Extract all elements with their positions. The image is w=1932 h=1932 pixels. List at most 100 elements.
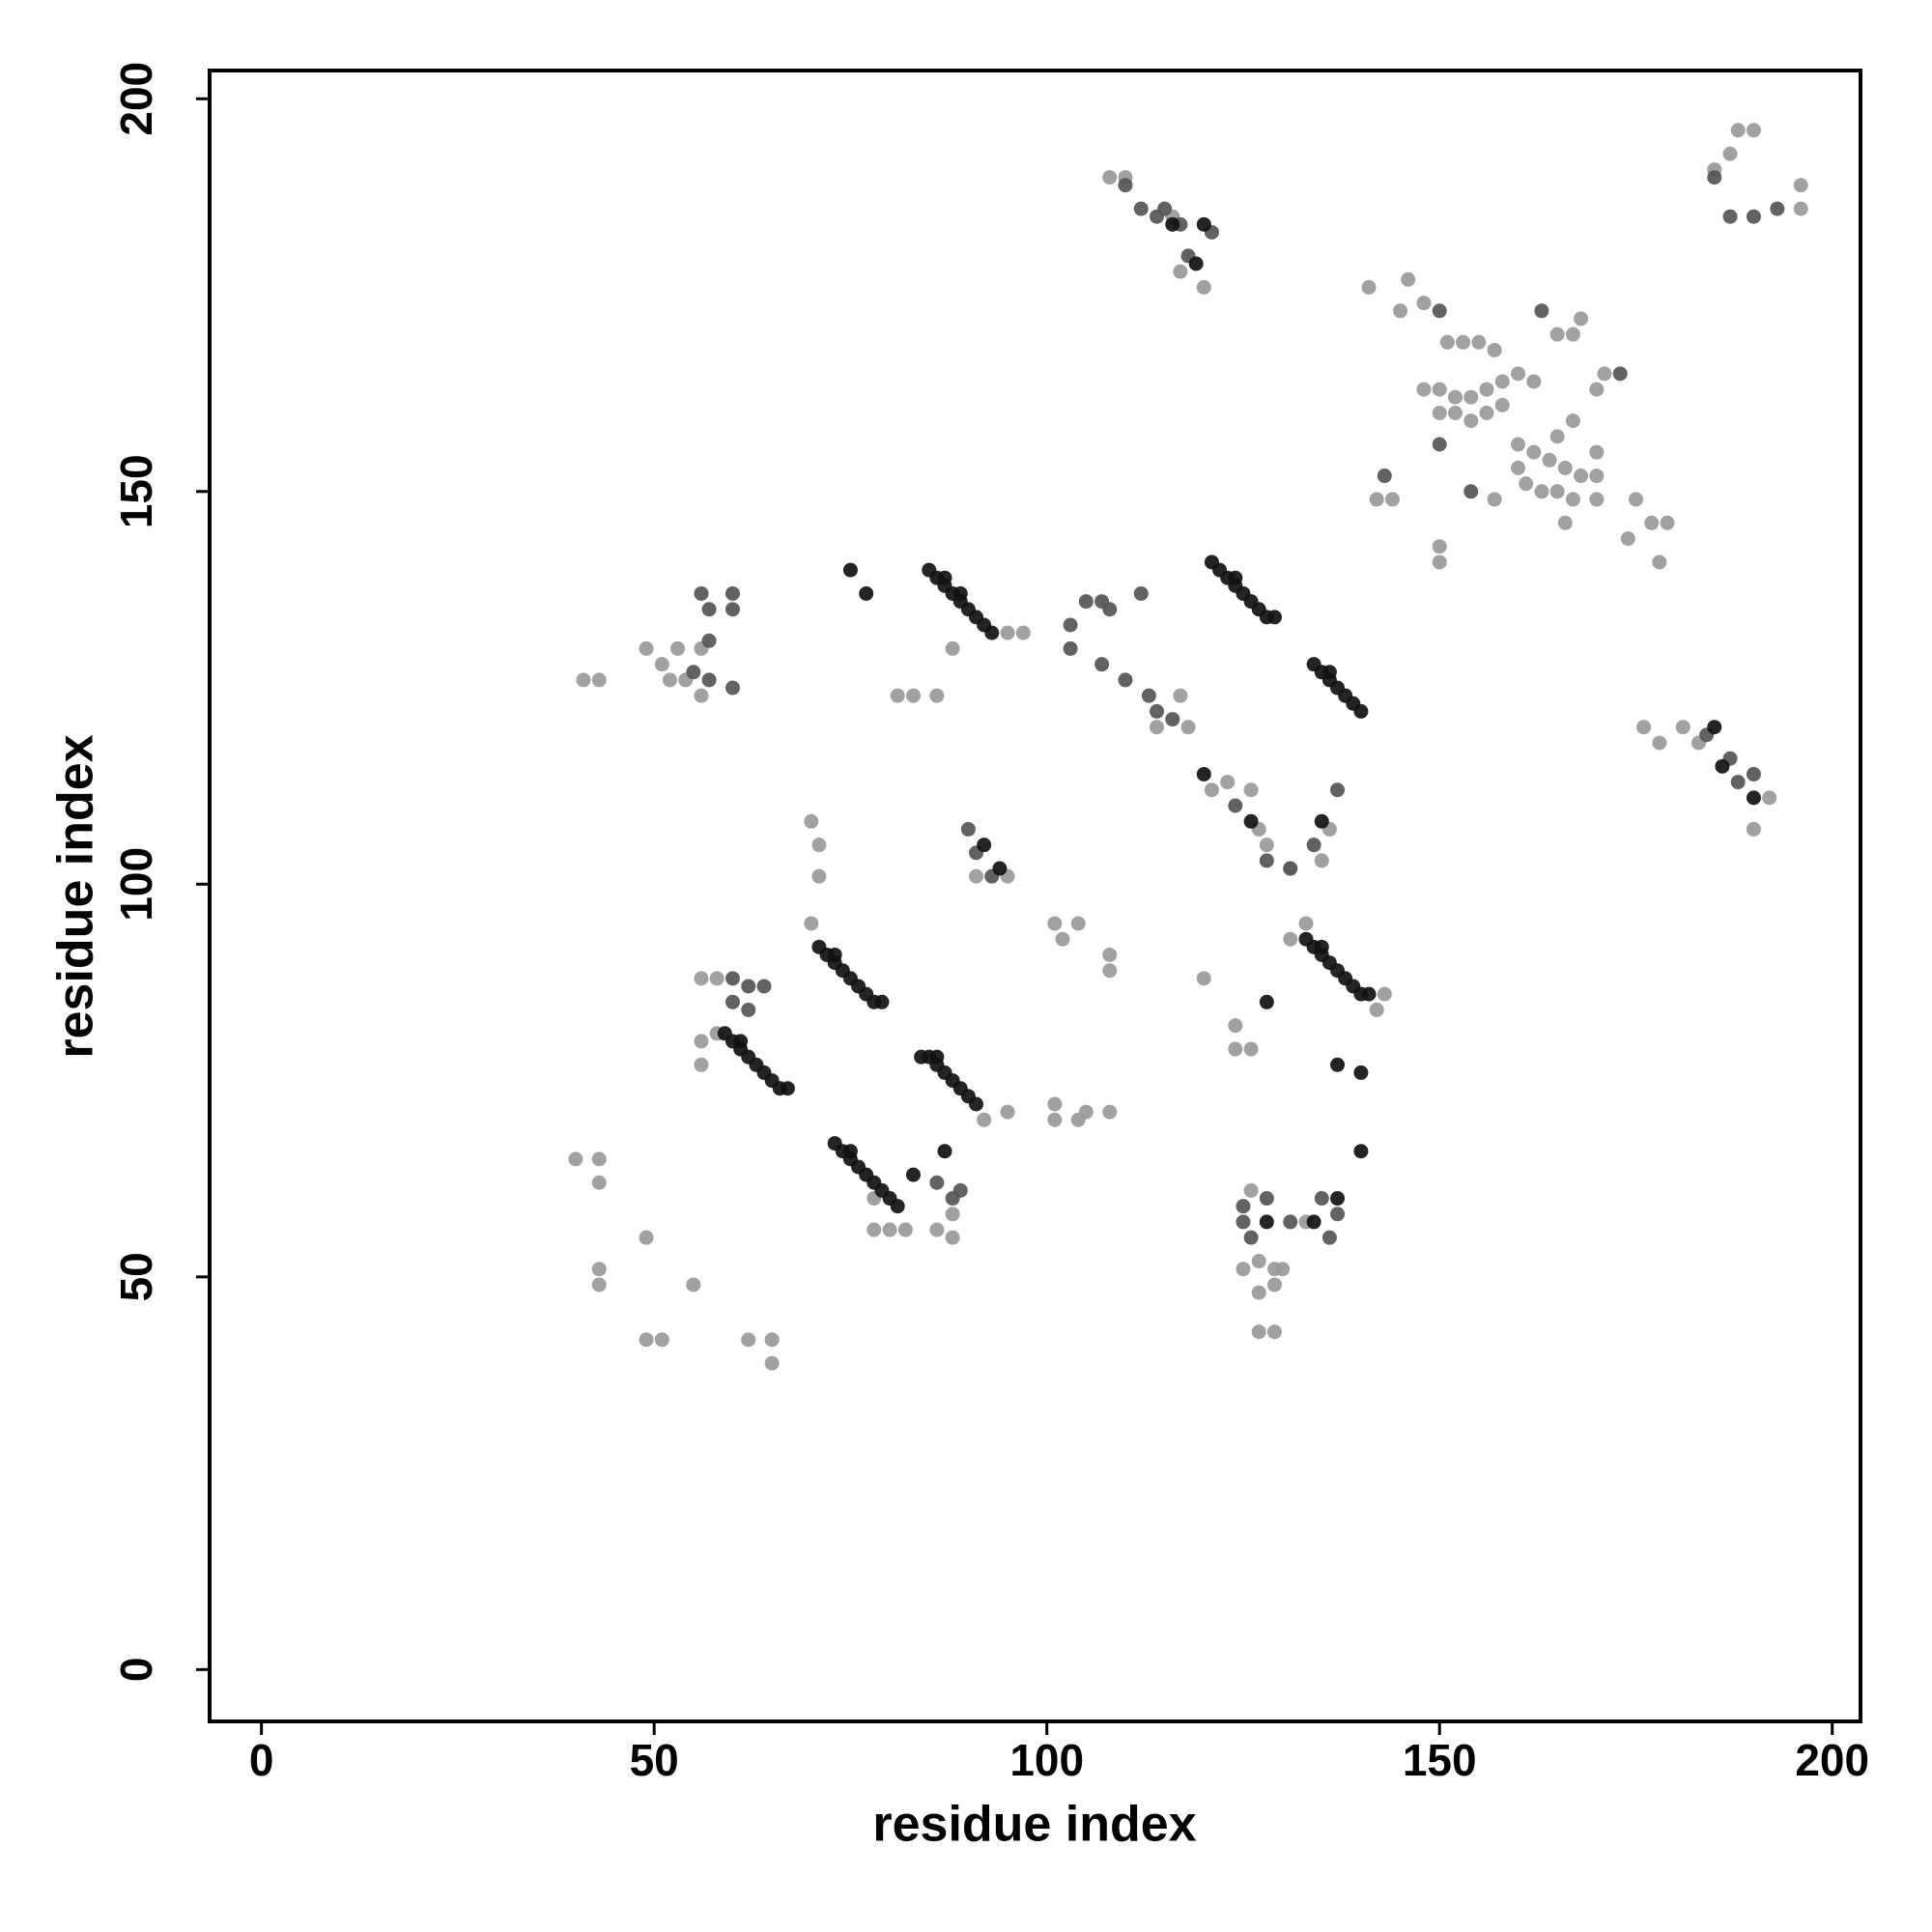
x-tick-label: 200 [1795, 1735, 1869, 1785]
contact-point [1675, 720, 1690, 735]
contact-point [1660, 515, 1675, 530]
contact-point [1589, 492, 1605, 507]
contact-point [1722, 146, 1738, 161]
contact-point [1557, 515, 1573, 530]
contact-point [859, 585, 874, 601]
contact-point [1793, 178, 1808, 193]
contact-point [1534, 484, 1549, 499]
contact-point [1565, 492, 1580, 507]
contact-point [827, 947, 842, 962]
contact-point [654, 657, 669, 672]
contact-point [1228, 1018, 1243, 1034]
x-tick-label: 150 [1403, 1735, 1477, 1785]
contact-point [1259, 994, 1274, 1009]
contact-point [694, 1057, 709, 1072]
contact-point [1063, 617, 1078, 633]
contact-point [1330, 782, 1346, 798]
contact-point [1526, 444, 1542, 460]
contact-point [1165, 712, 1180, 727]
contact-point [1283, 931, 1298, 947]
contact-point [1722, 209, 1738, 224]
contact-point [741, 979, 756, 994]
contact-point [1266, 610, 1282, 625]
contact-point [945, 1207, 960, 1222]
y-tick-label: 100 [111, 847, 161, 922]
contact-point [1228, 798, 1243, 813]
y-tick-label: 200 [111, 62, 161, 136]
contact-point [1173, 264, 1188, 279]
contact-point [1078, 1104, 1094, 1120]
contact-point [1762, 790, 1777, 806]
contact-point [639, 640, 654, 656]
contact-point [1471, 334, 1487, 350]
contact-point [1361, 986, 1377, 1002]
contact-point [1746, 123, 1761, 138]
contact-point [639, 1230, 654, 1245]
contact-point [1150, 703, 1165, 719]
contact-point [1730, 123, 1746, 138]
contact-point [1228, 1041, 1243, 1057]
contact-point [1243, 1041, 1259, 1057]
contact-point [811, 868, 827, 884]
contact-point [576, 672, 591, 688]
contact-point [1707, 720, 1722, 735]
contact-point [1416, 296, 1432, 311]
contact-point [1377, 469, 1392, 484]
contact-point [1456, 334, 1471, 350]
y-tick-label: 50 [111, 1252, 161, 1301]
contact-point [1141, 688, 1156, 703]
contact-point [1479, 382, 1494, 397]
contact-point [1150, 209, 1165, 224]
contact-point [1565, 413, 1580, 429]
contact-point [1275, 1262, 1291, 1277]
contact-point [1652, 554, 1667, 570]
contact-point [1251, 1285, 1266, 1300]
contact-point [591, 672, 607, 688]
contact-point [741, 1002, 756, 1017]
contact-point [1377, 986, 1392, 1002]
contact-point [937, 1144, 952, 1159]
contact-point [1589, 382, 1605, 397]
y-tick-label: 0 [111, 1658, 161, 1683]
contact-point [952, 1182, 968, 1198]
contact-point [1330, 1057, 1346, 1072]
contact-point [1393, 303, 1408, 319]
contact-point [639, 1332, 654, 1348]
contact-point [1432, 554, 1447, 570]
contact-point [1574, 469, 1589, 484]
contact-point [1102, 1104, 1118, 1120]
contact-point [701, 602, 717, 617]
contact-point [1243, 813, 1259, 829]
contact-point [1070, 916, 1086, 931]
contact-point [1243, 1182, 1259, 1198]
contact-point [874, 994, 890, 1009]
contact-point [1204, 782, 1219, 798]
contact-point [1314, 813, 1329, 829]
contact-point [1589, 444, 1605, 460]
contact-point [1220, 775, 1236, 790]
contact-point [1180, 720, 1196, 735]
contact-point [1000, 1104, 1015, 1120]
contact-point [1746, 209, 1761, 224]
contact-point [1463, 389, 1479, 405]
contact-point [1353, 1144, 1369, 1159]
contact-point [724, 680, 740, 696]
contact-point [1196, 971, 1211, 986]
contact-point [686, 1277, 701, 1293]
contact-point [984, 625, 1000, 640]
contact-point [1369, 492, 1384, 507]
contact-point [1102, 602, 1118, 617]
contact-point [1715, 758, 1730, 774]
contact-point [945, 640, 960, 656]
contact-point [1259, 838, 1274, 853]
contact-point [1549, 327, 1565, 342]
contact-point [654, 1332, 669, 1348]
contact-point [1047, 916, 1063, 931]
contact-point [1384, 492, 1400, 507]
contact-point [1259, 853, 1274, 868]
contact-point [1236, 1214, 1251, 1230]
contact-point [1487, 492, 1502, 507]
contact-point [890, 1199, 905, 1214]
contact-point [1746, 766, 1761, 781]
contact-point [1494, 374, 1510, 389]
